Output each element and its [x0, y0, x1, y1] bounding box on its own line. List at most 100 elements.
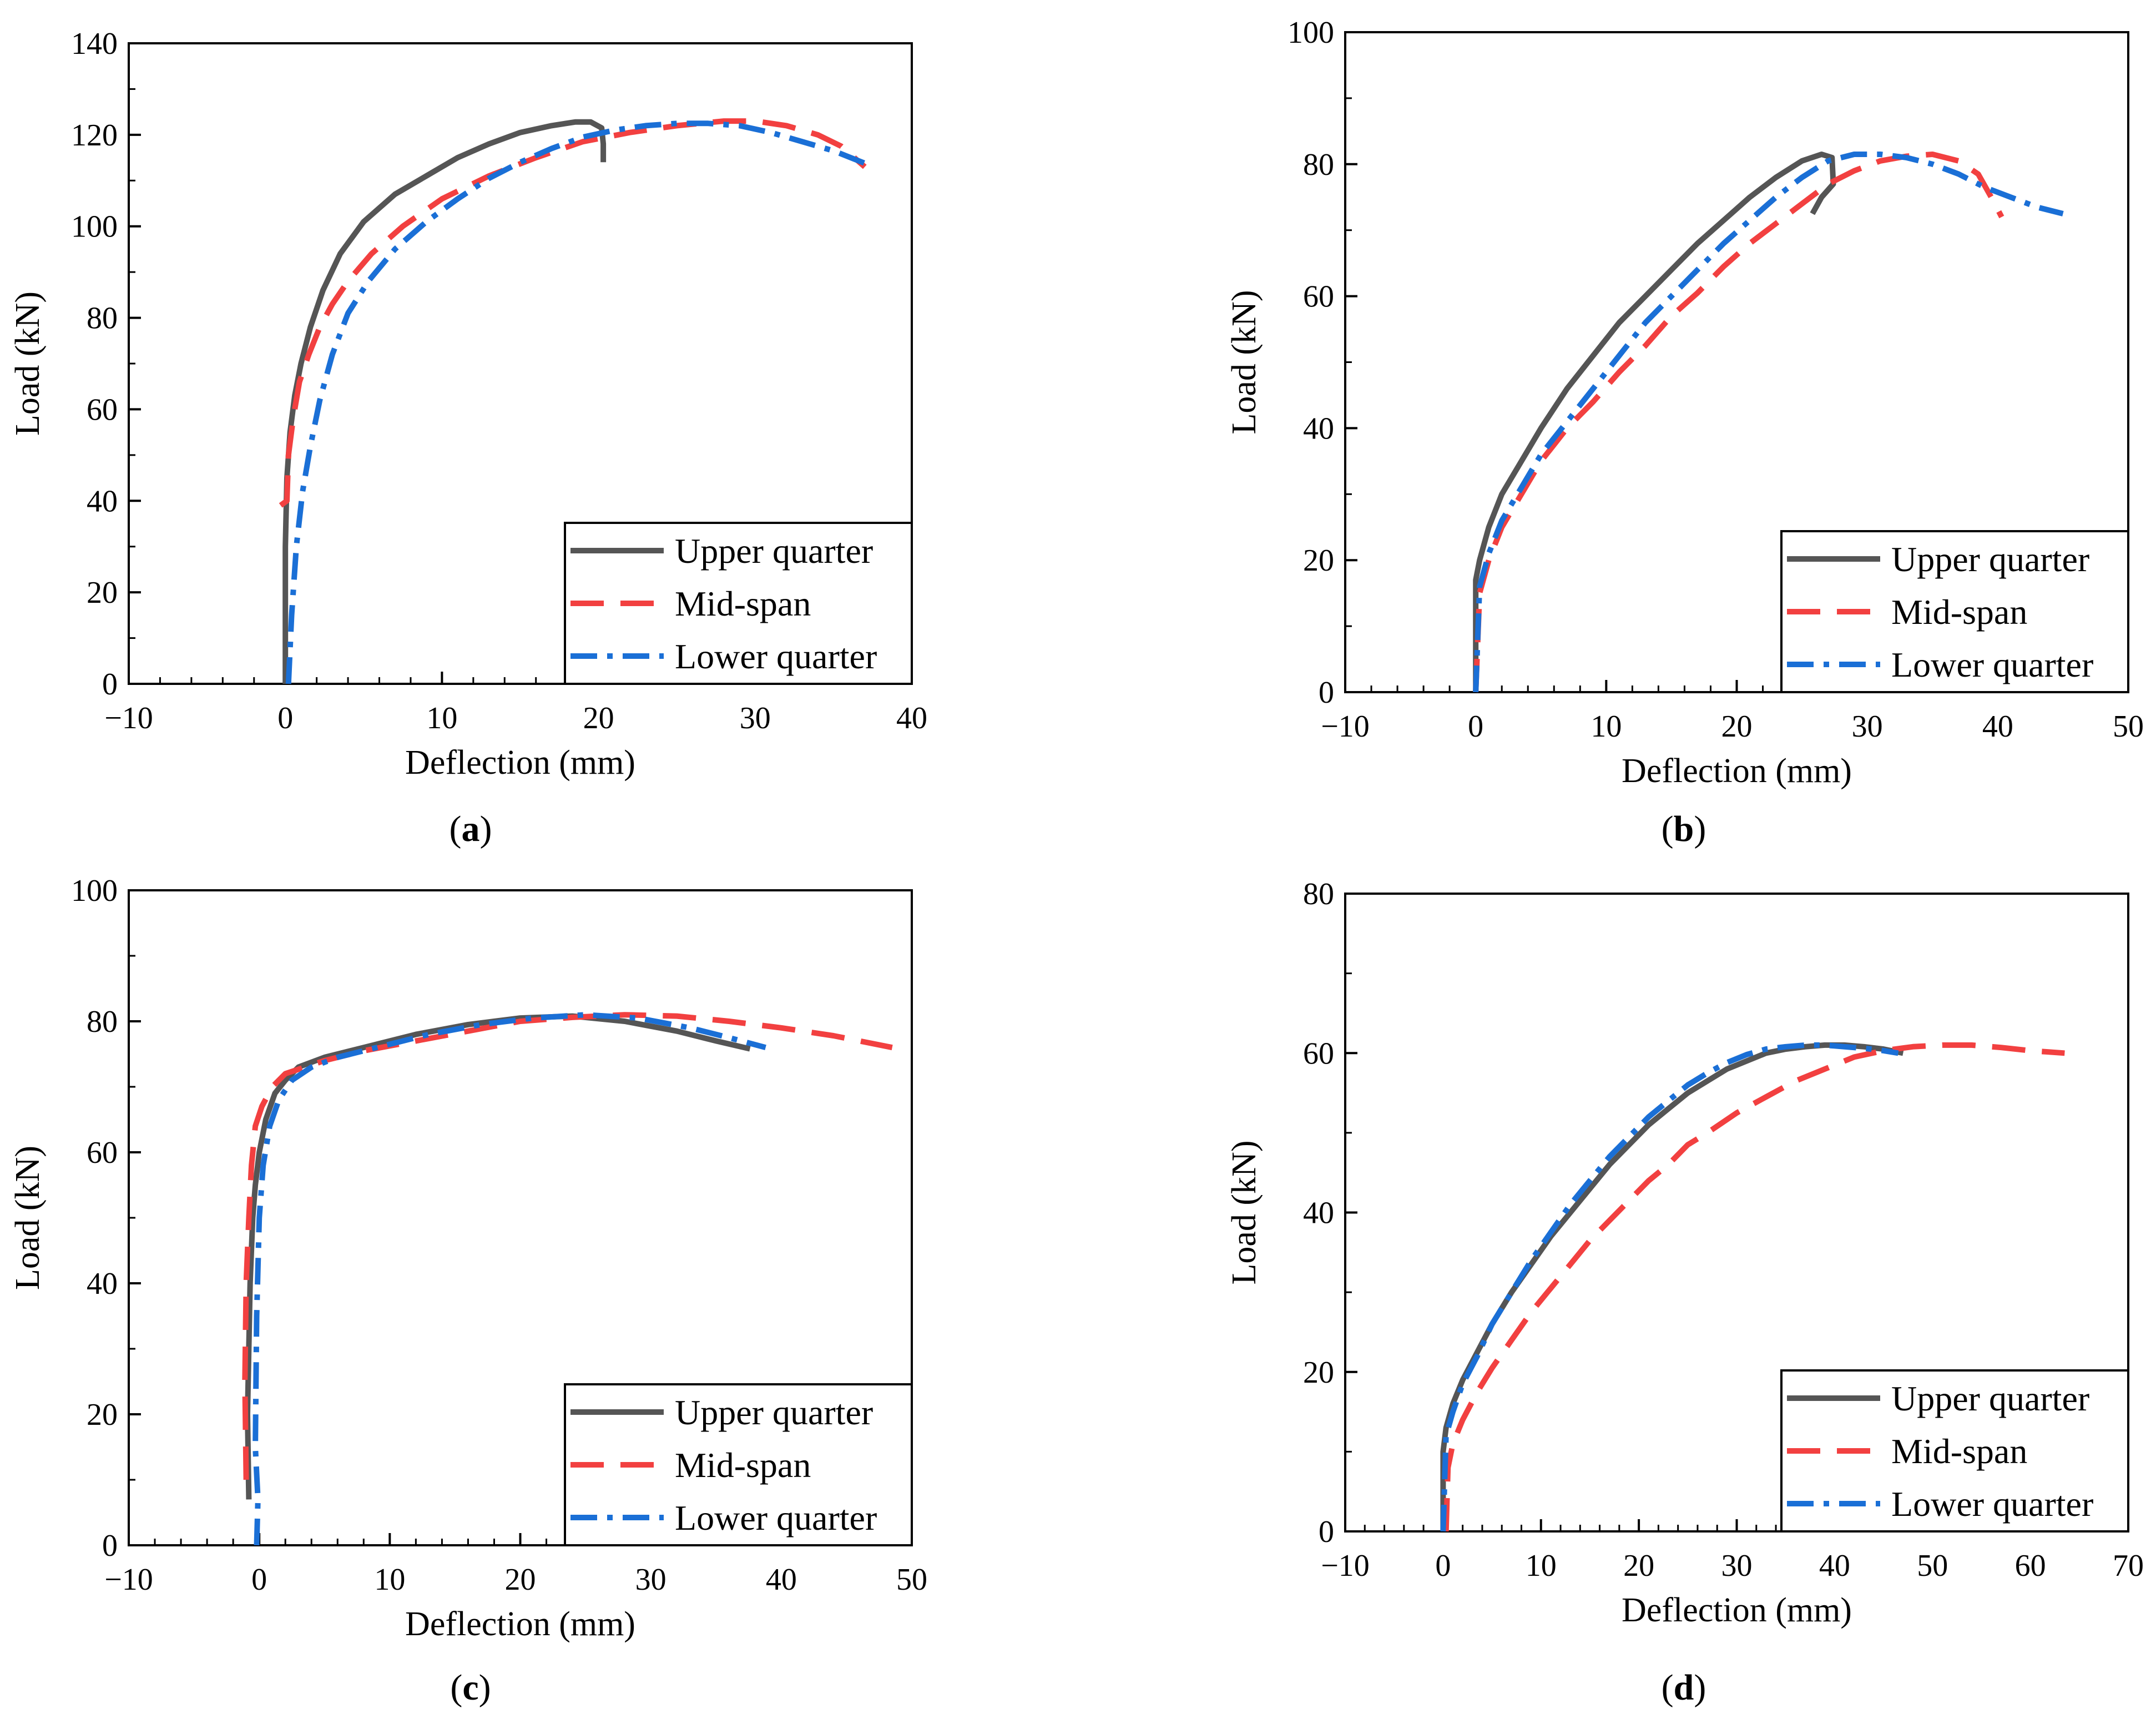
- x-tick-label: 40: [1982, 709, 2013, 744]
- x-tick-label: 20: [583, 701, 614, 735]
- series-line-lower-quarter: [285, 120, 869, 684]
- x-axis-title: Deflection (mm): [405, 1605, 635, 1643]
- y-tick-label: 120: [71, 118, 118, 153]
- x-tick-label: 50: [1917, 1549, 1948, 1583]
- y-axis-title: Load (kN): [1225, 1141, 1263, 1285]
- x-tick-label: 50: [896, 1562, 927, 1597]
- legend-label: Lower quarter: [1891, 645, 2093, 684]
- legend-label: Lower quarter: [1891, 1484, 2093, 1524]
- panel-letter: d: [1674, 1667, 1694, 1708]
- panel-label: (d): [1662, 1667, 1706, 1708]
- y-tick-label: 140: [71, 27, 118, 61]
- series-line-mid-span: [279, 118, 867, 508]
- x-tick-label: 30: [1852, 709, 1883, 744]
- legend: Upper quarter Mid-span Lower quarter: [1780, 530, 2129, 693]
- x-tick-label: −10: [1321, 1549, 1370, 1583]
- legend-label: Upper quarter: [675, 1393, 873, 1432]
- y-tick-label: 40: [1303, 1196, 1334, 1231]
- y-tick-label: 20: [1303, 543, 1334, 578]
- y-tick-label: 80: [1303, 148, 1334, 182]
- x-tick-label: 10: [426, 701, 457, 735]
- legend: Upper quarter Mid-span Lower quarter: [1780, 1369, 2129, 1533]
- legend-label: Upper quarter: [1891, 1379, 2089, 1418]
- x-tick-label: 40: [896, 701, 927, 735]
- x-tick-label: 20: [1623, 1549, 1654, 1583]
- legend: Upper quarter Mid-span Lower quarter: [564, 1383, 913, 1546]
- panel-label: (b): [1662, 809, 1706, 849]
- series-line-upper-quarter: [282, 119, 607, 684]
- y-tick-label: 80: [87, 1005, 118, 1039]
- y-tick-label: 0: [102, 667, 118, 702]
- y-tick-label: 0: [102, 1529, 118, 1563]
- series-line-mid-span: [1443, 1042, 2065, 1532]
- x-tick-label: 60: [2015, 1549, 2046, 1583]
- x-tick-label: −10: [1321, 709, 1370, 744]
- legend-label: Lower quarter: [675, 1498, 877, 1538]
- x-axis-title: Deflection (mm): [1622, 1591, 1852, 1629]
- series-line-upper-quarter: [1473, 152, 1836, 692]
- x-tick-label: 70: [2113, 1549, 2144, 1583]
- series-line-lower-quarter: [1473, 152, 2064, 693]
- x-tick-label: 10: [1526, 1549, 1557, 1583]
- y-tick-label: 20: [87, 1398, 118, 1432]
- y-tick-label: 100: [71, 210, 118, 244]
- panel-letter: a: [462, 809, 480, 849]
- y-tick-label: 40: [87, 1267, 118, 1301]
- panel-label: (a): [450, 809, 492, 849]
- y-axis-title: Load (kN): [9, 1146, 47, 1290]
- y-tick-label: 80: [87, 301, 118, 336]
- legend-label: Mid-span: [1891, 592, 2027, 632]
- y-tick-label: 0: [1319, 676, 1334, 710]
- y-tick-label: 40: [87, 484, 118, 518]
- panel-label: (c): [450, 1667, 491, 1708]
- y-tick-label: 60: [1303, 280, 1334, 314]
- y-tick-label: 100: [71, 874, 118, 908]
- y-tick-label: 60: [87, 392, 118, 427]
- x-tick-label: 0: [277, 701, 293, 735]
- y-tick-label: 20: [87, 576, 118, 610]
- x-tick-label: 30: [635, 1562, 667, 1597]
- legend-label: Lower quarter: [675, 637, 877, 676]
- y-axis-title: Load (kN): [9, 291, 47, 436]
- x-tick-label: 0: [1468, 709, 1483, 744]
- panel-letter: b: [1674, 809, 1694, 849]
- legend-label: Upper quarter: [675, 531, 873, 571]
- panel-letter: c: [462, 1667, 478, 1708]
- y-tick-label: 60: [87, 1136, 118, 1170]
- y-tick-label: 0: [1319, 1515, 1334, 1549]
- x-tick-label: 10: [374, 1562, 405, 1597]
- x-axis-title: Deflection (mm): [1622, 752, 1852, 790]
- series-line-lower-quarter: [253, 1012, 766, 1546]
- x-tick-label: 30: [740, 701, 771, 735]
- legend-label: Upper quarter: [1891, 540, 2089, 579]
- series-line-upper-quarter: [245, 1013, 751, 1500]
- series-line-mid-span: [1473, 152, 2004, 693]
- x-tick-label: 0: [1435, 1549, 1451, 1583]
- y-tick-label: 100: [1287, 16, 1334, 50]
- y-tick-label: 60: [1303, 1036, 1334, 1071]
- legend: Upper quarter Mid-span Lower quarter: [564, 522, 913, 685]
- x-tick-label: −10: [104, 701, 153, 735]
- y-tick-label: 20: [1303, 1355, 1334, 1390]
- x-tick-label: 0: [251, 1562, 267, 1597]
- y-tick-label: 40: [1303, 411, 1334, 446]
- y-tick-label: 80: [1303, 877, 1334, 911]
- legend-label: Mid-span: [675, 584, 811, 623]
- y-axis-title: Load (kN): [1225, 290, 1263, 435]
- series-line-lower-quarter: [1440, 1042, 1899, 1532]
- legend-label: Mid-span: [675, 1445, 811, 1485]
- x-tick-label: 10: [1591, 709, 1622, 744]
- chart-panel-a: −10 0 10 20 30 40020406080100120140Deflection…: [9, 27, 927, 849]
- x-tick-label: −10: [104, 1562, 153, 1597]
- x-tick-label: 40: [766, 1562, 797, 1597]
- x-tick-label: 20: [505, 1562, 536, 1597]
- legend-label: Mid-span: [1891, 1431, 2027, 1471]
- x-tick-label: 50: [2113, 709, 2144, 744]
- x-tick-label: 30: [1721, 1549, 1753, 1583]
- x-tick-label: 40: [1819, 1549, 1850, 1583]
- x-axis-title: Deflection (mm): [405, 744, 635, 782]
